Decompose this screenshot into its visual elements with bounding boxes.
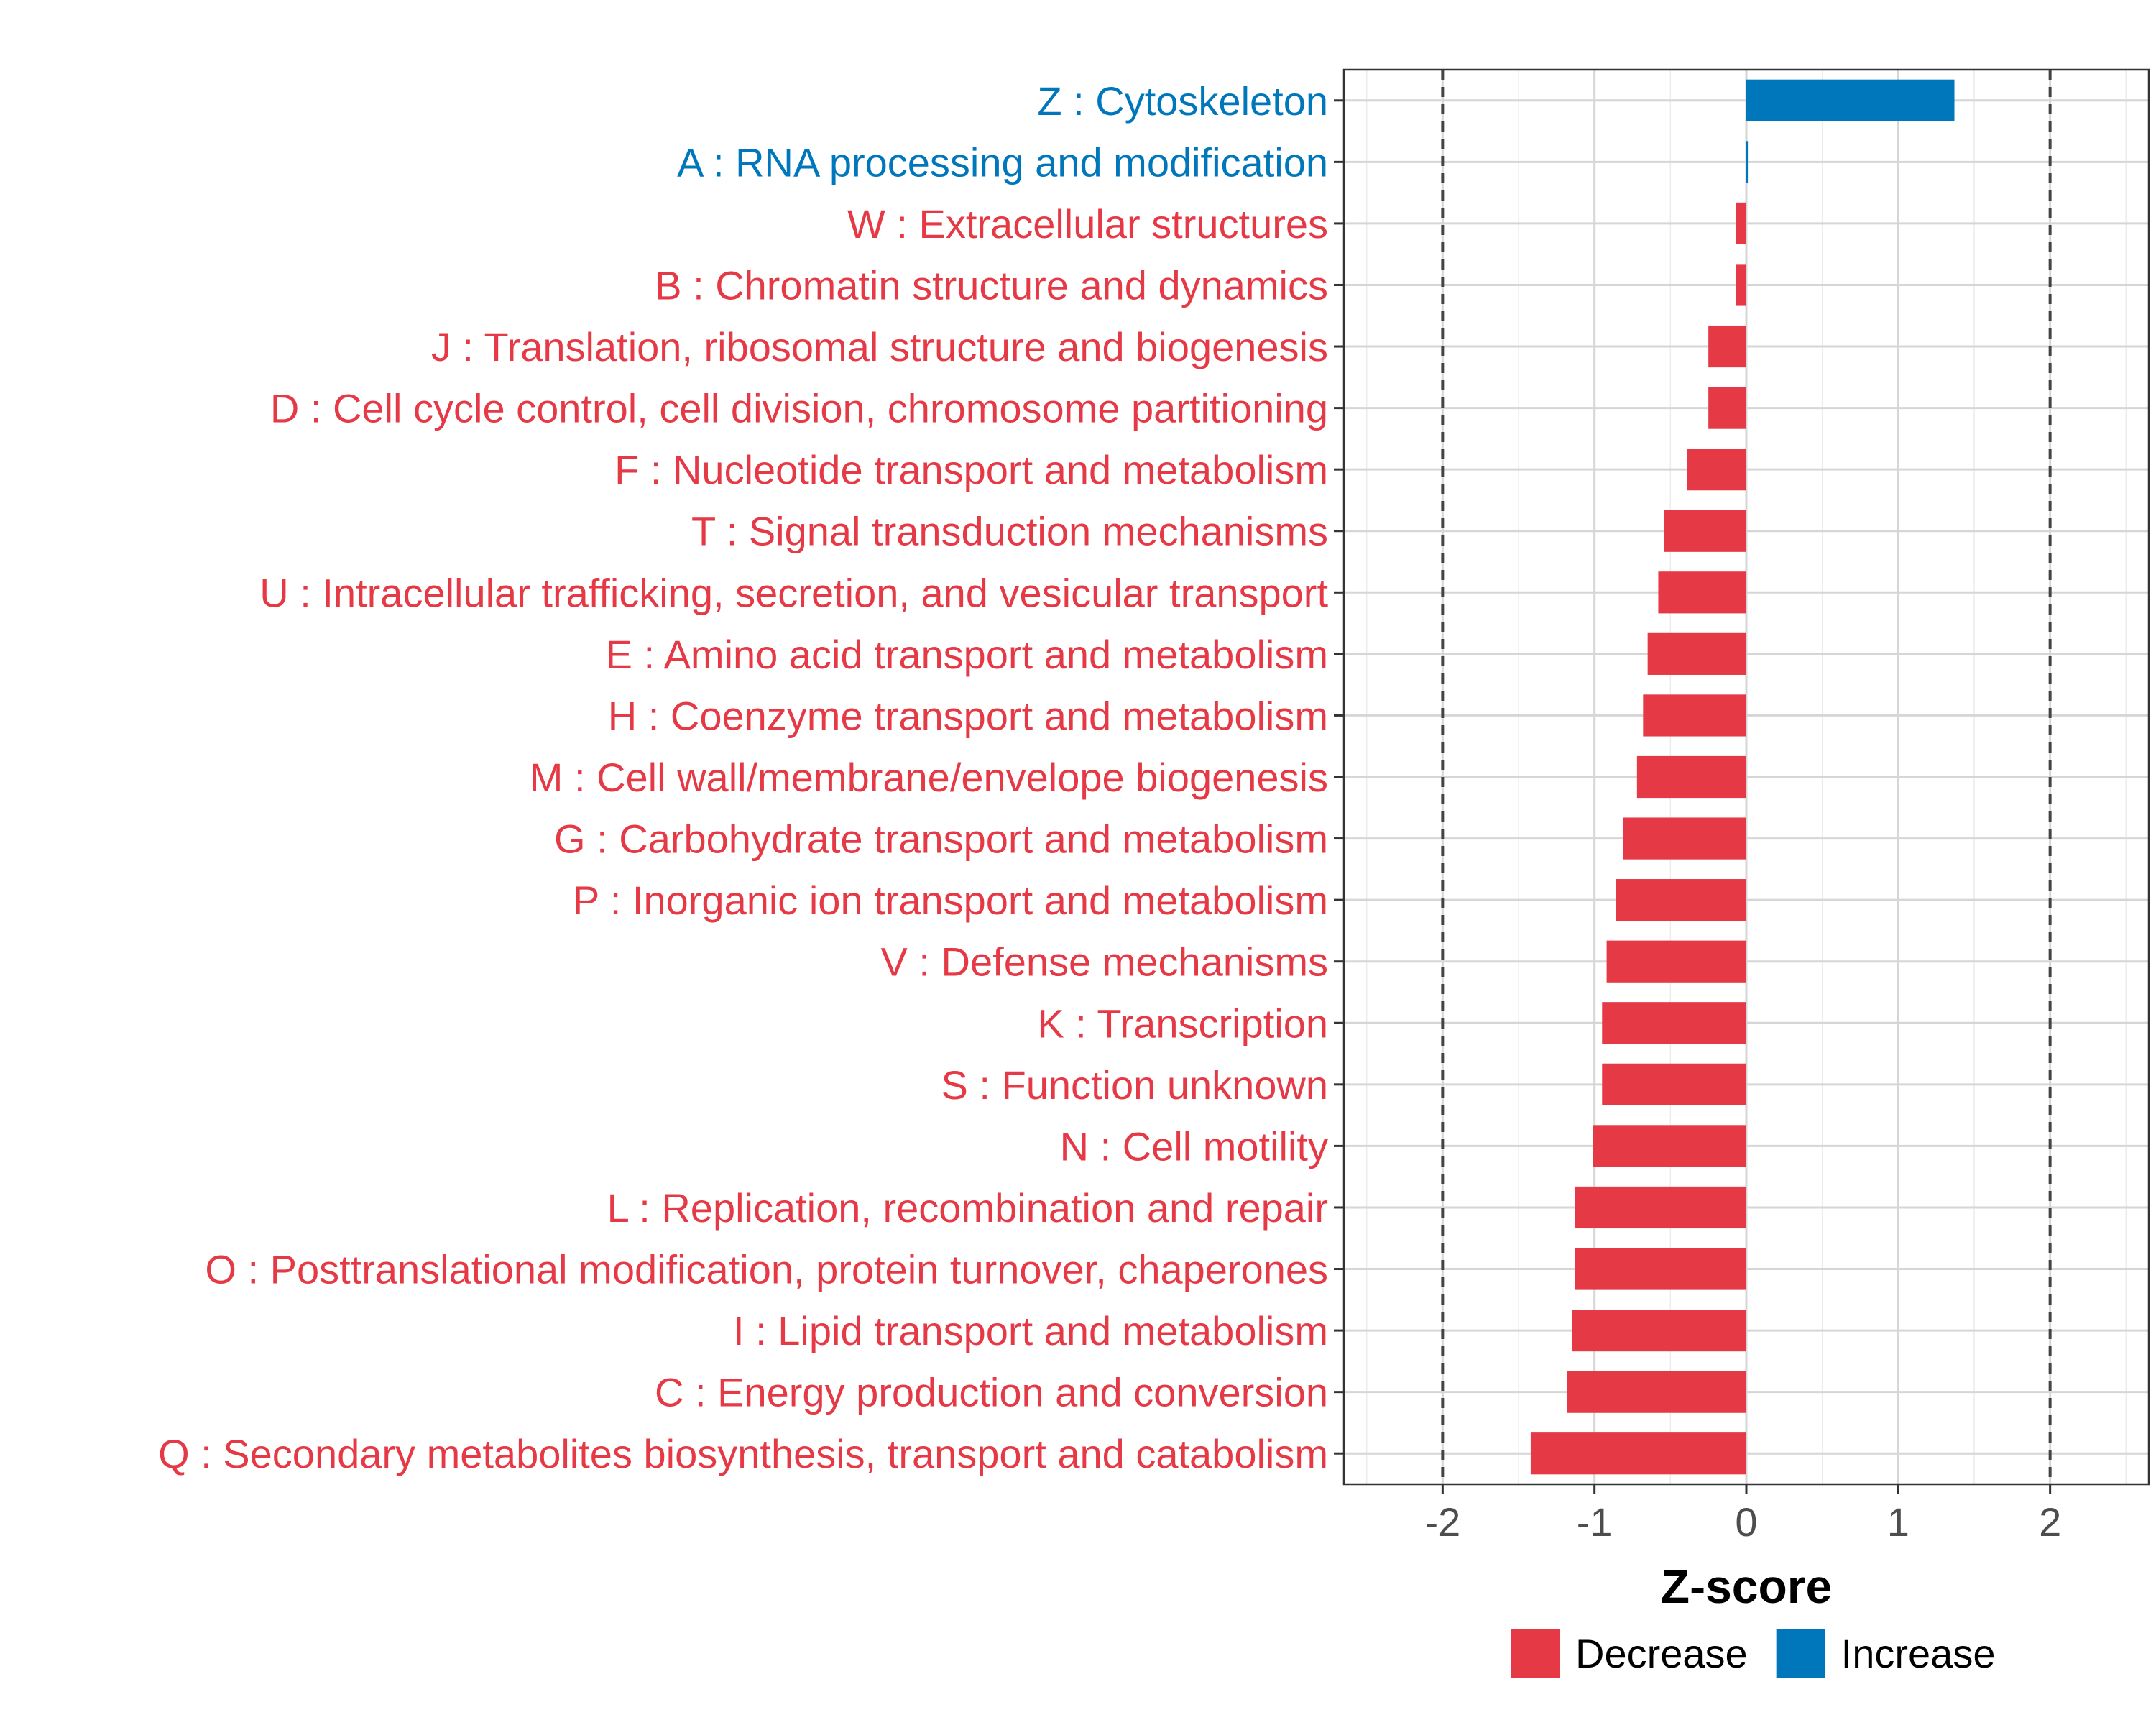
bar [1636,755,1746,799]
x-tick-label: -2 [1424,1499,1460,1545]
bar [1623,817,1746,860]
category-label: C : Energy production and conversion [655,1370,1328,1415]
bar [1708,387,1746,429]
x-tick-label: -1 [1577,1499,1613,1545]
category-label: Z : Cytoskeleton [1037,78,1328,124]
bar [1571,1309,1746,1352]
reference-lines [1441,70,2052,1484]
bar [1567,1371,1746,1413]
category-label: V : Defense mechanisms [881,939,1328,985]
category-label: M : Cell wall/membrane/envelope biogenes… [530,755,1328,800]
category-label: W : Extracellular structures [847,201,1328,247]
x-axis-ticks: -2 -1 0 1 2 [1424,1484,2061,1545]
bar [1643,694,1746,737]
bar [1602,1002,1746,1044]
category-label: O : Posttranslational modification, prot… [205,1247,1328,1292]
bar [1658,571,1746,614]
category-label: P : Inorganic ion transport and metaboli… [573,878,1328,923]
bar [1575,1186,1746,1229]
category-label: K : Transcription [1037,1000,1328,1046]
category-label: N : Cell motility [1060,1123,1328,1169]
category-label: I : Lipid transport and metabolism [733,1308,1328,1353]
bar [1602,1063,1746,1105]
category-label: L : Replication, recombination and repai… [607,1185,1328,1230]
bar [1606,940,1746,983]
bar [1736,202,1746,245]
x-tick-label: 1 [1887,1499,1909,1545]
legend-label: Increase [1841,1631,1996,1676]
category-label: A : RNA processing and modification [677,139,1328,185]
x-tick-label: 0 [1735,1499,1757,1545]
category-label: G : Carbohydrate transport and metabolis… [554,816,1328,862]
legend-swatch [1776,1629,1825,1678]
legend: Decrease Increase [1511,1629,1995,1678]
category-label: U : Intracellular trafficking, secretion… [259,570,1328,615]
bar [1746,141,1749,183]
bar [1746,79,1955,121]
category-label: E : Amino acid transport and metabolism [606,632,1328,677]
x-axis-title: Z-score [1661,1560,1832,1613]
category-label: S : Function unknown [941,1062,1328,1108]
bars [1530,79,1955,1475]
category-label: T : Signal transduction mechanisms [691,509,1328,554]
bar [1708,325,1746,368]
y-axis-ticks [1334,99,1344,1455]
category-label: D : Cell cycle control, cell division, c… [270,386,1328,431]
bar [1593,1125,1746,1167]
bar [1687,448,1746,491]
bar [1530,1432,1746,1475]
category-label: J : Translation, ribosomal structure and… [431,324,1328,369]
category-labels: Z : Cytoskeleton A : RNA processing and m… [158,78,1328,1476]
category-label: Q : Secondary metabolites biosynthesis, … [158,1431,1328,1476]
bar [1575,1248,1746,1290]
legend-label: Decrease [1575,1631,1748,1676]
bar [1647,632,1746,675]
bar [1616,879,1746,921]
category-label: F : Nucleotide transport and metabolism [614,447,1328,492]
x-tick-label: 2 [2039,1499,2061,1545]
bar [1664,510,1746,552]
category-label: H : Coenzyme transport and metabolism [608,693,1328,738]
legend-swatch [1511,1629,1560,1678]
category-label: B : Chromatin structure and dynamics [655,262,1328,308]
bar [1736,264,1746,306]
